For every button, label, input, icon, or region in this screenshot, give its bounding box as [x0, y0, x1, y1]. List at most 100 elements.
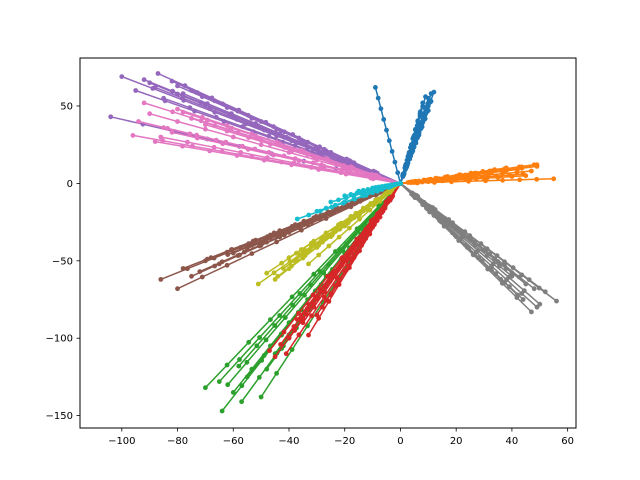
series-5-point	[263, 236, 269, 242]
series-4-point	[351, 160, 357, 166]
series-5-point	[203, 258, 208, 264]
series-4-point	[189, 88, 194, 93]
series-6-point	[234, 153, 240, 158]
series-2-point	[203, 385, 208, 391]
series-8-point	[342, 220, 348, 226]
series-4-point	[169, 78, 175, 84]
series-4-point	[204, 101, 210, 106]
series-4-point	[180, 95, 185, 101]
series-7-point	[478, 241, 484, 247]
series-4-point	[229, 111, 234, 116]
series-4-point	[180, 91, 186, 96]
series-1-line-11	[400, 168, 518, 185]
series-8-point	[353, 212, 359, 218]
series-5-point	[199, 274, 205, 280]
series-7-point	[504, 277, 509, 283]
series-5-line-11	[227, 182, 401, 256]
series-5-point	[282, 228, 288, 234]
series-4-point	[119, 74, 125, 79]
series-4-point	[316, 149, 322, 154]
series-9-point	[294, 216, 300, 222]
series-1-point	[424, 177, 429, 183]
series-2-point	[239, 399, 245, 405]
series-6-point	[325, 157, 331, 163]
series-4-point	[253, 121, 258, 126]
series-5-point	[158, 277, 164, 282]
series-9-point	[370, 185, 375, 191]
series-0-point	[395, 170, 401, 176]
series-3-point	[321, 294, 327, 300]
series-7-point	[526, 277, 532, 283]
series-1-point	[551, 176, 557, 182]
series-7-point	[509, 273, 515, 279]
y-tick-label: −150	[46, 411, 73, 422]
series-6-point	[344, 170, 350, 176]
series-4-point	[235, 108, 241, 114]
series-9-point	[336, 197, 341, 203]
y-tick-label: −100	[46, 334, 73, 345]
series-3-point	[359, 242, 365, 248]
series-0-point	[384, 127, 389, 133]
series-3-point	[281, 329, 287, 335]
series-1-point	[529, 168, 534, 174]
series-1-point	[520, 171, 526, 177]
series-6-line-11	[160, 136, 401, 185]
series-7-point	[480, 247, 486, 253]
series-3-point	[316, 315, 322, 321]
x-tick-label: −100	[108, 436, 135, 447]
series-8-point	[255, 281, 261, 287]
y-tick-label: 0	[67, 179, 73, 190]
series-6-point	[220, 141, 226, 147]
series-5-point	[250, 238, 256, 244]
series-7-point	[498, 277, 504, 282]
series-4-point	[213, 114, 219, 120]
series-5-point	[249, 251, 255, 256]
series-0-point	[389, 149, 395, 154]
series-3-point	[296, 311, 301, 316]
series-2-point	[263, 337, 269, 343]
series-1-point	[534, 162, 540, 168]
series-7-point	[507, 284, 512, 289]
series-2-point	[246, 339, 252, 345]
series-6-point	[246, 135, 252, 141]
series-2-point	[219, 408, 225, 414]
series-9-point	[360, 187, 366, 193]
series-4-line-11	[191, 89, 401, 185]
series-6-point	[289, 148, 295, 154]
series-5-point	[224, 262, 230, 268]
series-9-point	[365, 187, 371, 192]
series-2-point	[257, 335, 262, 340]
series-0-point	[408, 142, 414, 148]
series-2-point	[289, 294, 295, 300]
series-7-point	[458, 236, 464, 241]
series-0-point	[417, 111, 423, 117]
series-3-point	[306, 332, 311, 338]
series-0-point	[392, 159, 398, 165]
series-4-point	[152, 85, 158, 90]
series-4-line-6	[163, 97, 401, 185]
series-7-point	[494, 253, 500, 258]
series-3-point	[283, 351, 289, 357]
plot-frame	[79, 57, 577, 429]
y-tick-label: −50	[52, 256, 73, 267]
series-2-point	[297, 291, 303, 296]
series-7-point	[476, 255, 481, 261]
series-5-point	[175, 286, 180, 292]
series-2-point	[289, 347, 295, 352]
series-6-point	[203, 126, 208, 132]
series-1-point	[500, 177, 505, 183]
series-1-point	[534, 176, 540, 182]
series-5-point	[321, 212, 327, 218]
series-7-point	[433, 209, 439, 215]
series-5-point	[189, 273, 194, 279]
series-3-line-11	[296, 182, 401, 321]
series-4-point	[258, 119, 264, 124]
series-8-point	[316, 242, 322, 248]
series-4-point	[261, 127, 267, 133]
series-5-point	[274, 239, 279, 245]
series-8-point	[336, 234, 342, 240]
series-6-point	[264, 155, 270, 161]
series-7-point	[516, 274, 522, 280]
series-7-point	[413, 194, 418, 200]
series-5-point	[180, 266, 186, 271]
